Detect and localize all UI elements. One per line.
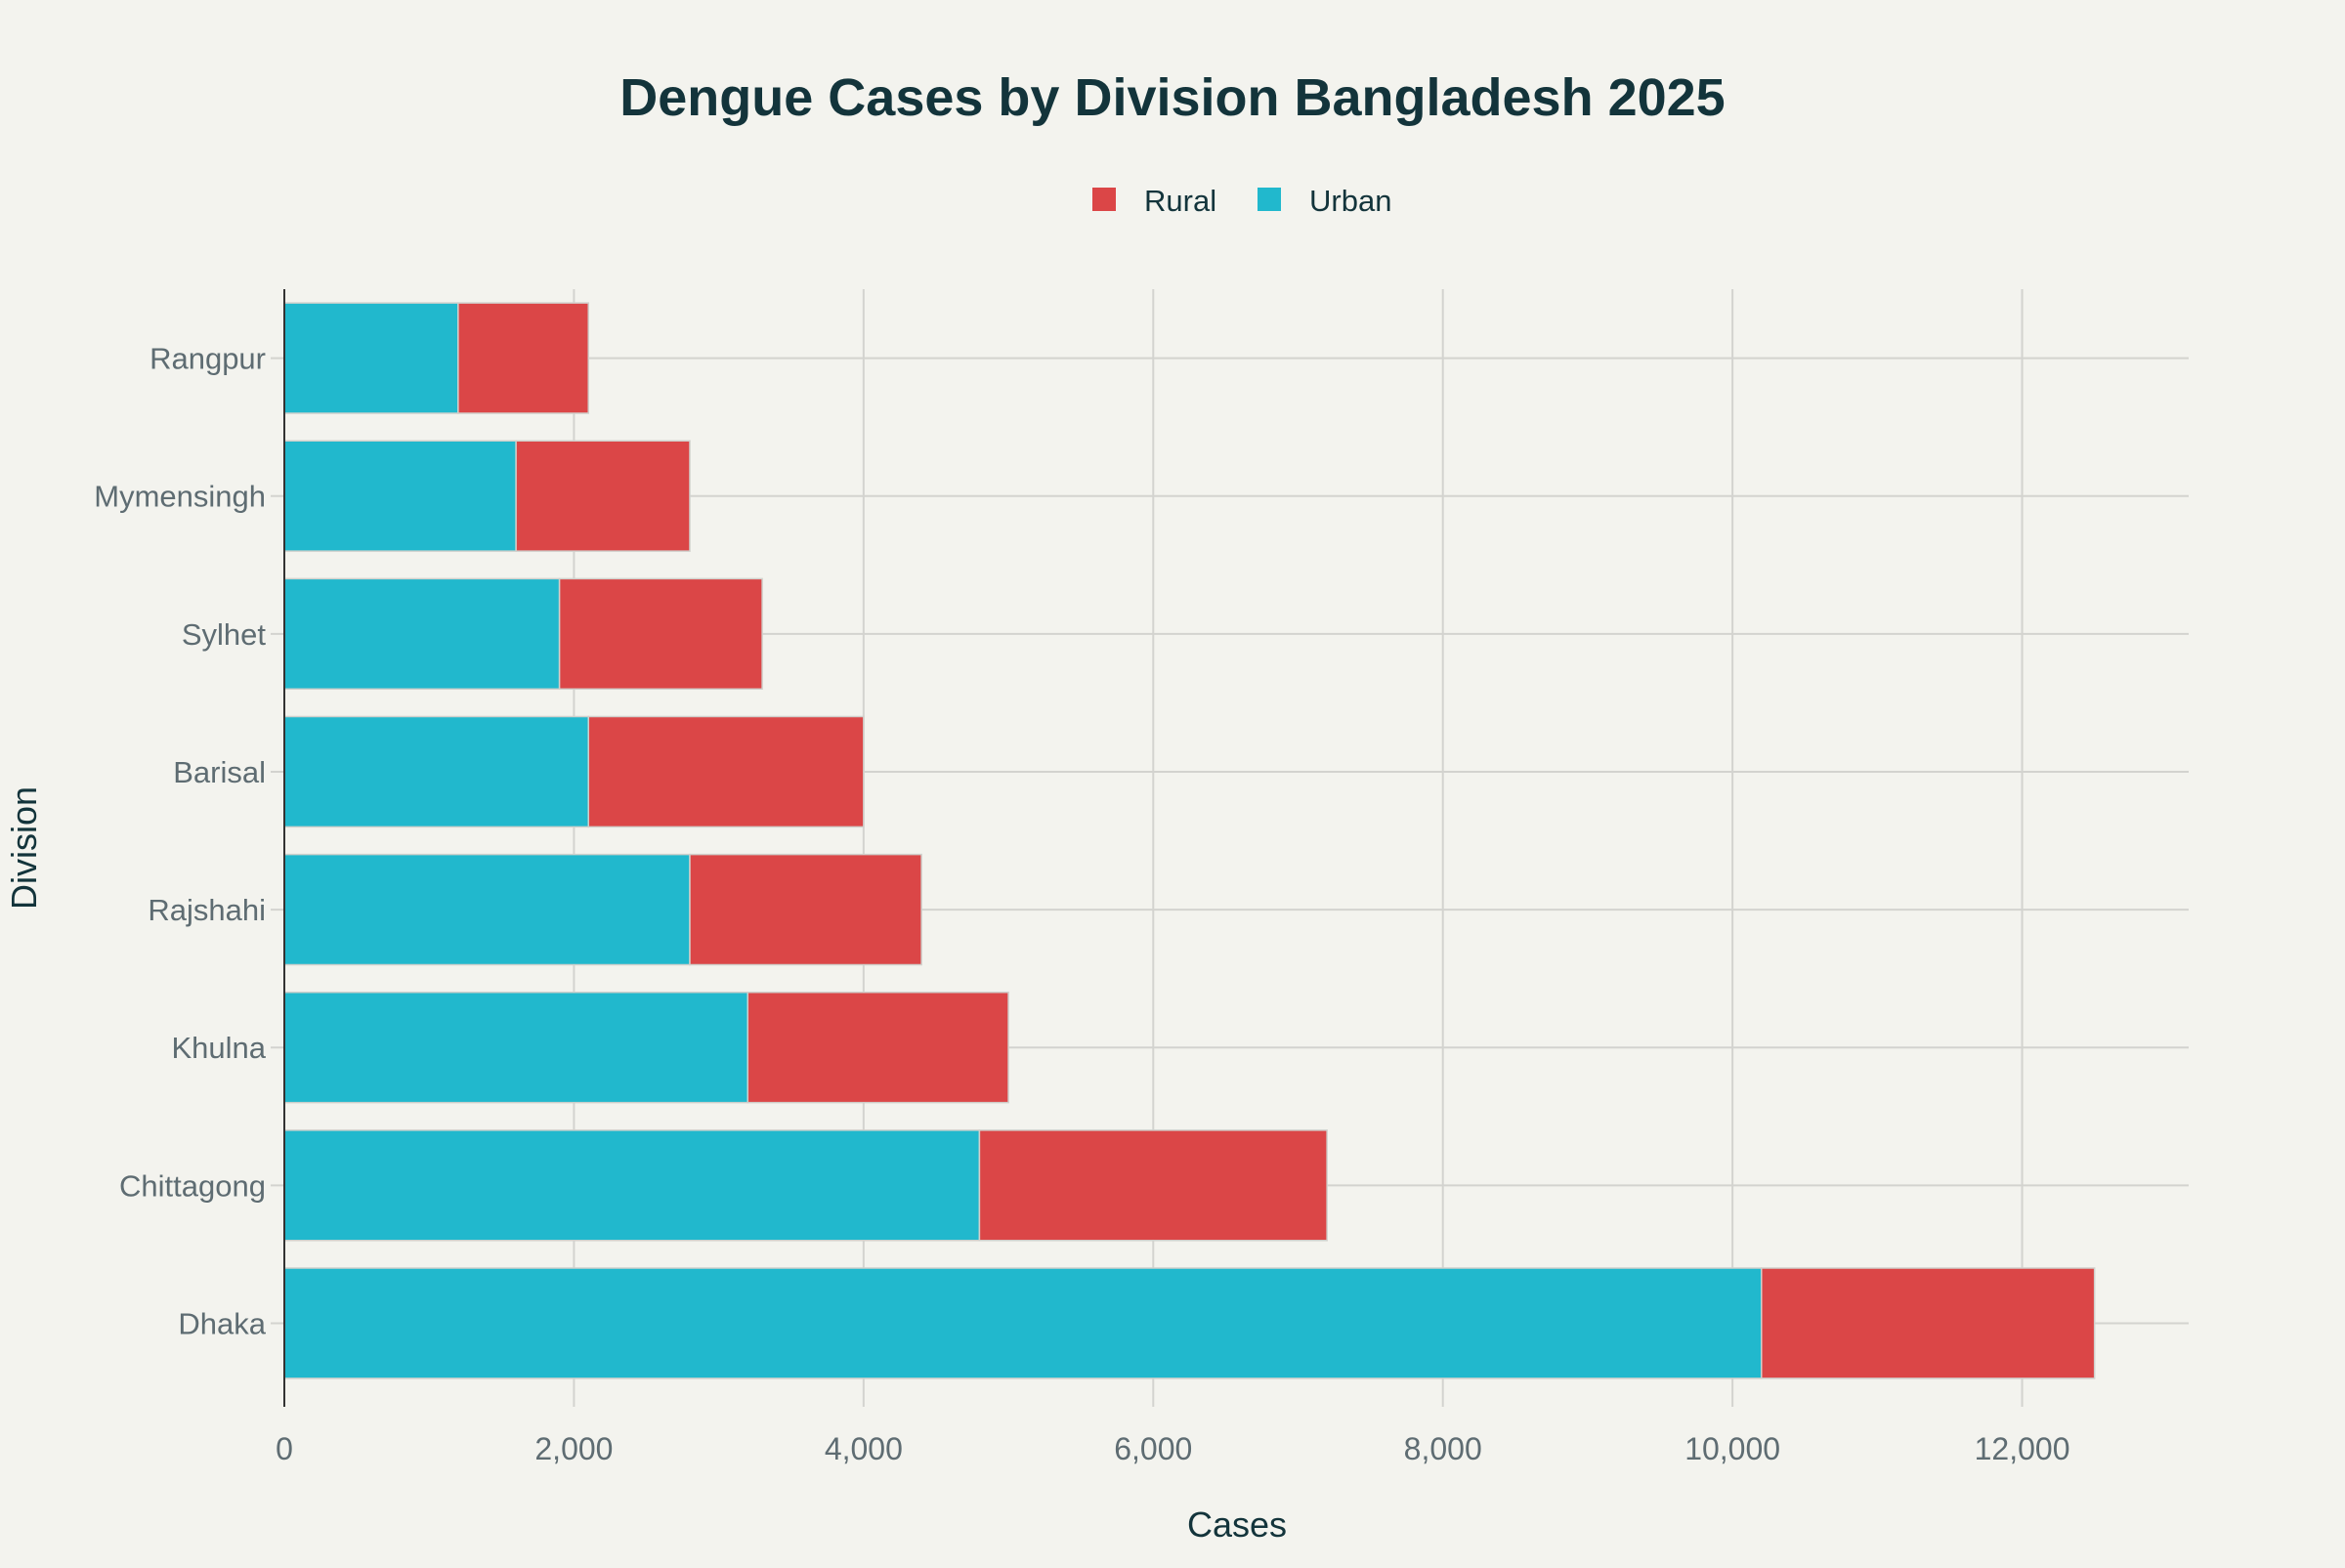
x-tick-label: 12,000 [1975,1431,2070,1466]
legend-swatch [1092,188,1116,211]
bar-urban-rajshahi[interactable] [283,853,691,966]
legend-label: Urban [1309,184,1391,218]
bar-rural-mymensingh[interactable] [515,440,691,552]
y-tick-label: Mymensingh [94,480,266,514]
bar-rural-rajshahi[interactable] [689,853,922,966]
x-tick-label: 0 [276,1431,293,1466]
legend-item-rural[interactable]: Rural [1092,184,1216,218]
y-tick-label: Rangpur [149,342,266,376]
bar-rural-khulna[interactable] [746,991,1009,1104]
y-tick-label: Chittagong [119,1168,266,1203]
y-tick-label: Barisal [173,755,266,789]
y-axis-title: Division [4,786,44,910]
x-tick-label: 6,000 [1114,1431,1192,1466]
bar-rural-barisal[interactable] [587,715,865,828]
x-tick-label: 8,000 [1404,1431,1482,1466]
y-tick-label: Khulna [171,1031,266,1065]
bar-rural-dhaka[interactable] [1761,1267,2096,1379]
bar-rural-chittagong[interactable] [978,1129,1328,1242]
bar-urban-mymensingh[interactable] [283,440,517,552]
bar-rural-rangpur[interactable] [457,302,589,414]
bar-urban-sylhet[interactable] [283,577,561,691]
chart-title: Dengue Cases by Division Bangladesh 2025 [619,68,1725,127]
y-axis: Dhaka Chittagong Khulna Rajshahi Barisal Sylh… [94,289,285,1407]
y-tick-label: Rajshahi [148,893,266,927]
legend-item-urban[interactable]: Urban [1258,184,1391,218]
legend: Rural Urban [1092,184,1391,218]
bar-urban-barisal[interactable] [283,715,589,828]
bar-urban-dhaka[interactable] [283,1267,1763,1379]
x-axis: 0 2,000 4,000 6,000 8,000 10,000 12,000 [276,1431,2069,1466]
bar-rural-sylhet[interactable] [558,577,763,691]
y-tick-label: Sylhet [182,617,267,652]
y-tick-label: Dhaka [178,1306,266,1340]
bars [283,302,2096,1379]
bar-urban-khulna[interactable] [283,991,749,1104]
legend-label: Rural [1144,184,1216,218]
bar-urban-rangpur[interactable] [283,302,459,414]
bar-urban-chittagong[interactable] [283,1129,981,1242]
x-tick-label: 4,000 [825,1431,903,1466]
x-tick-label: 2,000 [534,1431,613,1466]
x-tick-label: 10,000 [1684,1431,1780,1466]
x-axis-title: Cases [1187,1504,1287,1545]
legend-swatch [1258,188,1281,211]
